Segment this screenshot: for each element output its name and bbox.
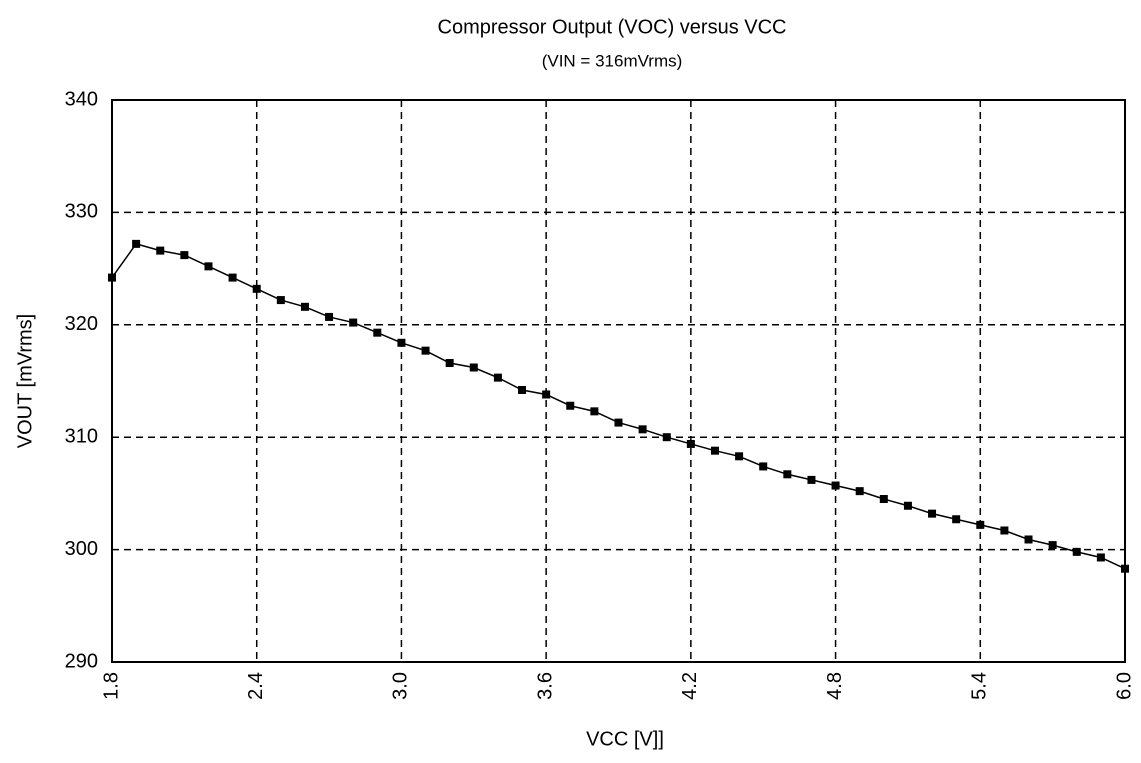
y-tick-label: 340: [65, 88, 98, 110]
y-tick-label: 320: [65, 313, 98, 335]
data-point: [783, 470, 792, 479]
chart-subtitle: (VIN = 316mVrms): [542, 51, 683, 70]
y-tick-label: 330: [65, 201, 98, 223]
data-point: [952, 515, 961, 524]
chart-title: Compressor Output (VOC) versus VCC: [438, 16, 787, 38]
data-point: [132, 239, 141, 248]
data-point: [373, 328, 382, 337]
x-tick-label: 4.2: [679, 672, 701, 700]
x-tick-label: 5.4: [969, 672, 991, 700]
y-tick-label: 300: [65, 538, 98, 560]
data-point: [276, 296, 285, 305]
data-point: [1024, 535, 1033, 544]
data-point: [542, 390, 551, 399]
data-point: [180, 251, 189, 260]
data-point: [445, 359, 454, 368]
data-point: [976, 520, 985, 529]
data-point: [1048, 541, 1057, 550]
data-point: [300, 302, 309, 311]
data-point: [855, 487, 864, 496]
data-point: [421, 346, 430, 355]
x-tick-label: 2.4: [245, 672, 267, 700]
x-tick-label: 4.8: [824, 672, 846, 700]
data-point: [1000, 526, 1009, 535]
data-point: [735, 452, 744, 461]
data-point: [928, 509, 937, 518]
y-tick-label: 310: [65, 425, 98, 447]
x-tick-label: 3.0: [390, 672, 412, 700]
data-point: [662, 433, 671, 442]
x-tick-label: 1.8: [100, 672, 122, 700]
data-point: [590, 407, 599, 416]
x-tick-label: 6.0: [1113, 672, 1135, 700]
data-point: [1072, 547, 1081, 556]
data-point: [518, 385, 527, 394]
data-point: [252, 284, 261, 293]
data-point: [638, 425, 647, 434]
data-point: [156, 246, 165, 255]
data-point: [879, 495, 888, 504]
data-point: [710, 446, 719, 455]
data-point: [349, 318, 358, 327]
plot-frame: [111, 99, 1126, 663]
data-point: [108, 273, 116, 282]
data-point: [566, 401, 575, 410]
data-point: [397, 338, 406, 347]
data-point: [228, 273, 237, 282]
x-tick-label: 3.6: [534, 672, 556, 700]
data-point: [1121, 564, 1129, 573]
data-point: [831, 481, 840, 490]
data-point: [807, 475, 816, 484]
data-point: [469, 363, 478, 372]
data-point: [614, 418, 623, 427]
data-point: [903, 501, 912, 510]
y-axis-label: VOUT [mVrms]: [14, 314, 36, 448]
data-line: [111, 243, 1126, 570]
data-point: [759, 462, 768, 471]
data-point: [204, 262, 213, 271]
data-point: [1096, 553, 1105, 562]
data-point: [686, 439, 695, 448]
data-point: [325, 312, 334, 321]
y-tick-label: 290: [65, 650, 98, 672]
x-axis-label: VCC [V]]: [586, 728, 664, 750]
data-point: [493, 373, 502, 382]
